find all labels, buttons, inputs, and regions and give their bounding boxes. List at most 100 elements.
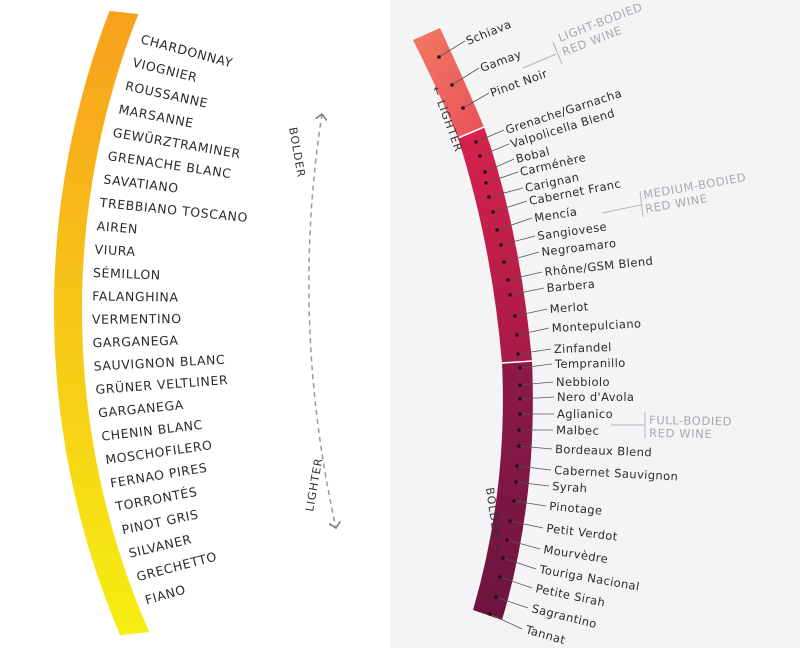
wine-dot bbox=[484, 181, 488, 185]
white-wine-label: VERMENTINO bbox=[92, 311, 182, 327]
white-wine-label: SAUVIGNON BLANC bbox=[93, 352, 225, 374]
leader-line bbox=[484, 158, 515, 173]
red-wine-label: Nebbiolo bbox=[556, 375, 610, 389]
red-wine-label: Aglianico bbox=[557, 407, 613, 421]
red-wine-item: Montepulciano bbox=[515, 316, 642, 337]
leader-line bbox=[502, 557, 537, 570]
red-wine-item: Barbera bbox=[508, 277, 596, 297]
leader-line bbox=[499, 576, 533, 589]
red-wine-item: Pinot Noir bbox=[461, 66, 549, 110]
leader-line bbox=[509, 520, 544, 529]
leader-line bbox=[438, 40, 466, 58]
wine-dot bbox=[474, 140, 478, 144]
wine-dot bbox=[518, 397, 522, 401]
white-wine-label: GARGANEGA bbox=[97, 397, 184, 420]
wine-dot bbox=[515, 333, 519, 337]
wine-dot bbox=[495, 228, 499, 232]
leader-line bbox=[495, 596, 529, 609]
red-wine-item: Petit Verdot bbox=[508, 519, 619, 544]
wine-dot bbox=[483, 170, 487, 174]
leader-line bbox=[518, 445, 553, 450]
wine-dot bbox=[505, 538, 509, 542]
white-wine-label: SÉMILLON bbox=[93, 265, 161, 282]
leader-line bbox=[509, 287, 545, 296]
white-wine-label: FALANGHINA bbox=[92, 288, 179, 304]
wine-dot bbox=[518, 383, 522, 387]
red-wine-label: Nero d'Avola bbox=[557, 390, 634, 404]
wine-dot bbox=[515, 464, 519, 468]
group-light-bodied: LIGHT-BODIED RED WINE bbox=[522, 0, 645, 69]
light-bodied-band bbox=[413, 28, 484, 138]
red-wine-label: Malbec bbox=[556, 423, 600, 438]
red-wine-label: Barbera bbox=[546, 277, 596, 295]
red-wine-label: Tempranillo bbox=[554, 356, 626, 371]
wine-dot bbox=[518, 366, 522, 370]
leader-line bbox=[496, 217, 533, 231]
leader-line bbox=[489, 613, 523, 630]
red-wine-label: Petit Verdot bbox=[546, 521, 619, 544]
red-wine-label: Mourvèdre bbox=[543, 542, 610, 566]
leader-line bbox=[519, 396, 555, 400]
wine-dot bbox=[491, 210, 495, 214]
red-wine-item: Syrah bbox=[514, 479, 588, 495]
red-wine-item: Bordeaux Blend bbox=[517, 442, 652, 459]
red-wine-label: Mencía bbox=[533, 204, 578, 225]
wine-dot bbox=[508, 519, 512, 523]
white-wine-label: MARSANNE bbox=[117, 101, 195, 130]
red-wine-item: Merlot bbox=[513, 299, 589, 318]
red-wine-label: Zinfandel bbox=[554, 340, 612, 356]
white-bolder-label: BOLDER bbox=[286, 126, 308, 179]
leader-line bbox=[516, 327, 550, 336]
leader-line bbox=[500, 235, 536, 246]
leader-line bbox=[516, 465, 552, 471]
leader-line bbox=[507, 271, 543, 281]
band-divider bbox=[457, 126, 485, 139]
leader-line bbox=[517, 348, 552, 355]
red-wine-item: Zinfandel bbox=[516, 340, 612, 356]
group-full-bodied: FULL-BODIED RED WINE bbox=[611, 412, 732, 441]
wine-dot bbox=[499, 243, 503, 247]
red-wine-label: Rhône/GSM Blend bbox=[544, 254, 654, 279]
leader-line bbox=[485, 171, 519, 184]
band-divider bbox=[501, 360, 533, 364]
full-bodied-band bbox=[473, 361, 533, 620]
wine-dot bbox=[514, 480, 518, 484]
white-wine-gradient-band bbox=[54, 11, 150, 636]
red-wine-label: Tannat bbox=[523, 622, 567, 647]
group-medium-bodied: MEDIUM-BODIED RED WINE bbox=[601, 170, 747, 218]
wine-dot bbox=[494, 595, 498, 599]
red-wine-label: Schiava bbox=[464, 17, 514, 48]
leader-line bbox=[519, 381, 554, 386]
white-wine-label: GARGANEGA bbox=[92, 333, 178, 351]
red-wine-item: Aglianico bbox=[518, 407, 613, 421]
wine-dot bbox=[478, 154, 482, 158]
wine-dot bbox=[501, 556, 505, 560]
boldness-dashed-arrow bbox=[308, 114, 336, 528]
wine-dot bbox=[461, 106, 465, 110]
leader-line bbox=[451, 67, 480, 86]
red-wine-item: Nebbiolo bbox=[518, 375, 610, 389]
leader-line bbox=[514, 308, 548, 317]
leader-line bbox=[519, 363, 553, 369]
leader-line bbox=[515, 481, 550, 487]
white-wine-label: SAVATIANO bbox=[103, 171, 180, 195]
wine-dot bbox=[518, 412, 522, 416]
white-wine-label: FIANO bbox=[143, 582, 187, 608]
red-wine-item: Mencía bbox=[495, 204, 578, 232]
red-wine-item: Malbec bbox=[517, 423, 599, 438]
white-wine-label: AIREN bbox=[96, 218, 138, 236]
red-wine-label: Cabernet Sauvignon bbox=[554, 463, 679, 483]
red-wine-label: Bordeaux Blend bbox=[555, 442, 652, 459]
wine-dot bbox=[517, 444, 521, 448]
white-wine-label: VIURA bbox=[94, 242, 136, 259]
red-wine-label: Merlot bbox=[549, 299, 589, 316]
red-wine-item: Cabernet Sauvignon bbox=[515, 463, 679, 483]
leader-line bbox=[506, 539, 541, 550]
white-lighter-label: LIGHTER bbox=[303, 457, 325, 513]
wine-dot bbox=[488, 612, 492, 616]
leader-line bbox=[479, 143, 510, 157]
white-wine-label: GRÜNER VELTLINER bbox=[95, 371, 229, 397]
red-wine-item: Tempranillo bbox=[518, 356, 626, 371]
leader-line bbox=[462, 92, 490, 109]
